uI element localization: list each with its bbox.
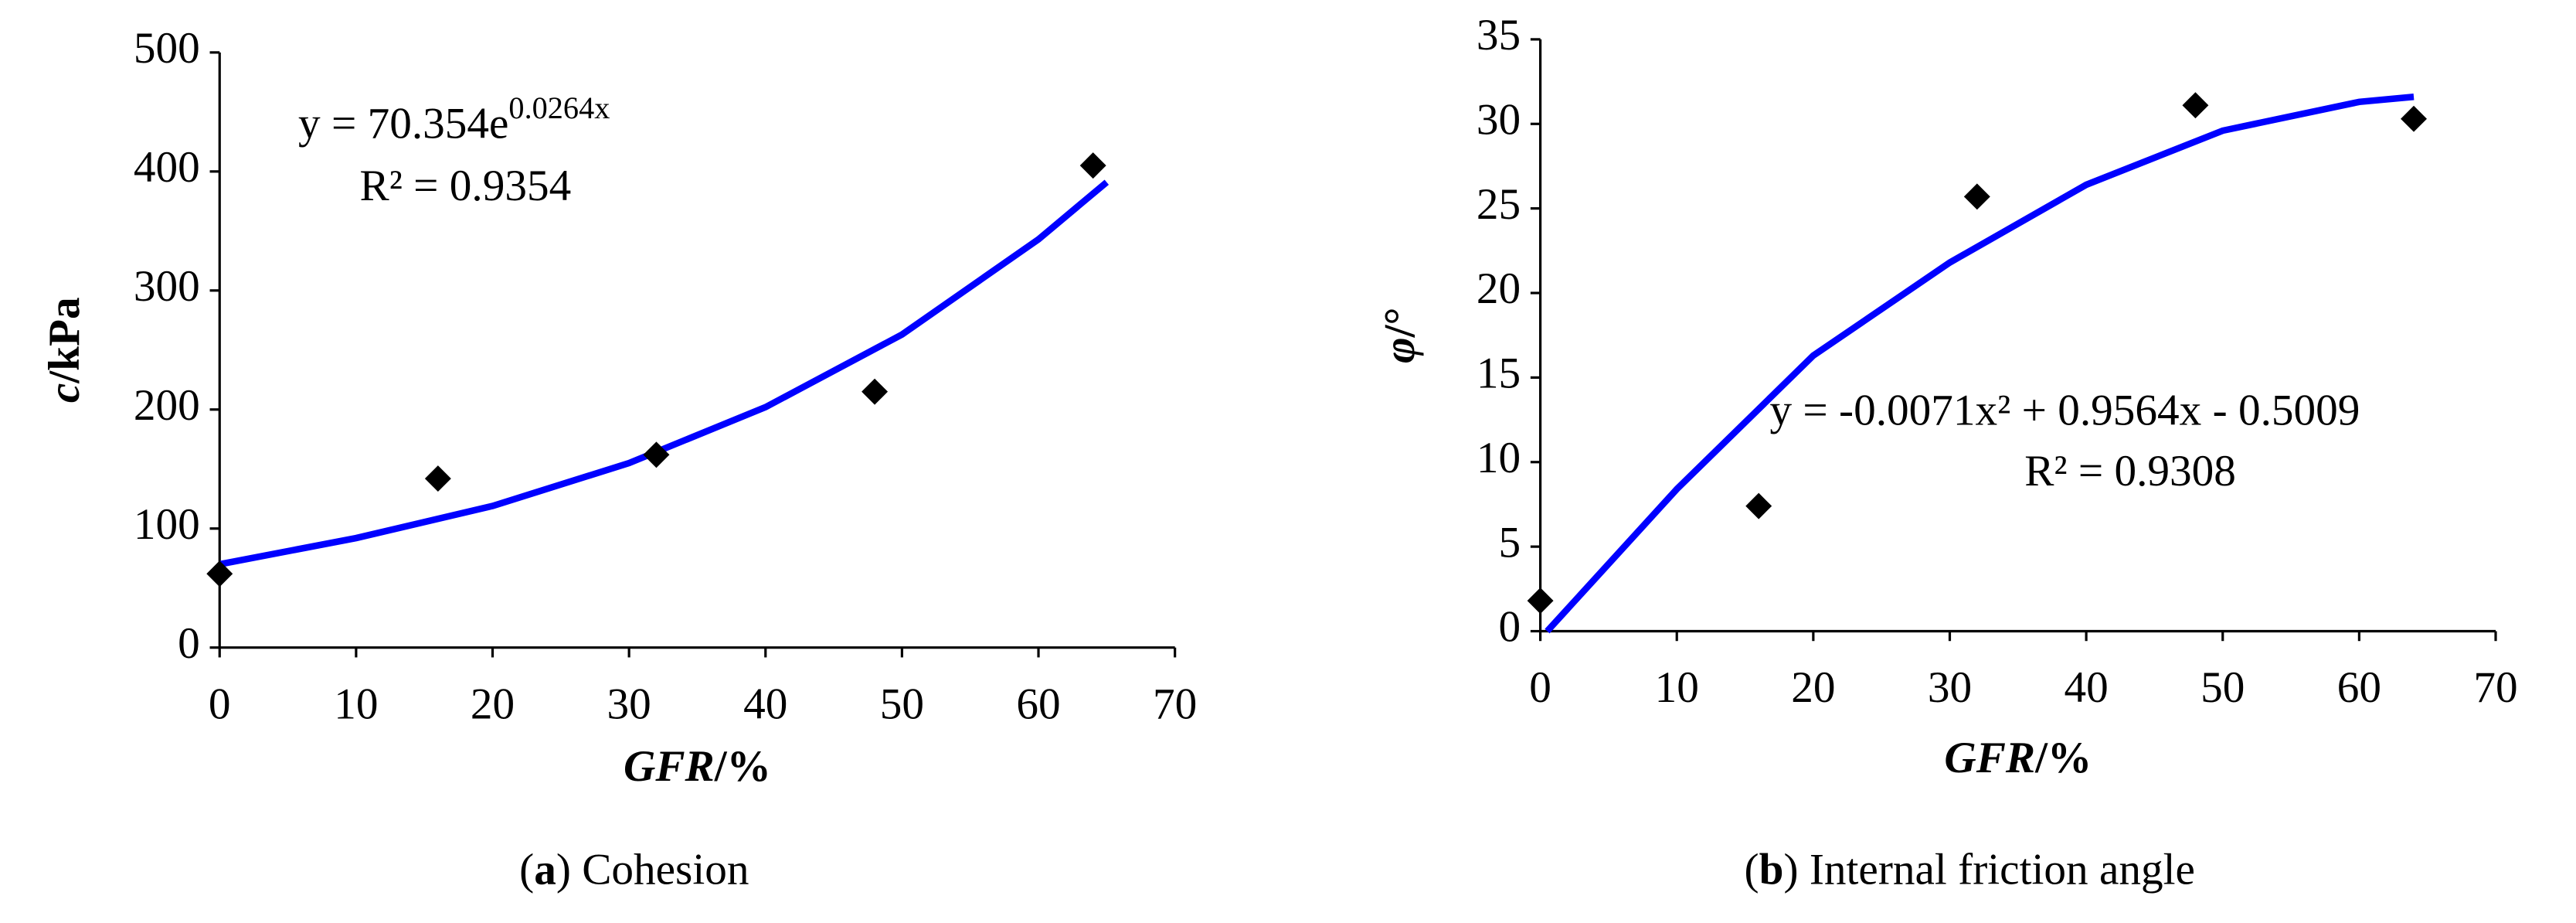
data-point [1527,588,1554,615]
data-point [1079,152,1106,179]
x-label-rest: /% [2034,734,2092,782]
equation-exponent: 0.0264x [508,90,610,125]
y-axis-label: φ/° [1376,308,1425,363]
y-tick-label: 200 [134,381,200,430]
x-label-italic: GFR [624,742,715,791]
x-tick-label: 10 [334,679,378,728]
data-point [424,465,451,492]
caption-part: b [1759,846,1784,894]
y-tick-label: 0 [1499,603,1521,652]
y-axis-label: c/kPa [40,297,89,403]
x-tick-label: 20 [471,679,515,728]
y-tick-label: 500 [134,24,200,73]
x-tick-label: 70 [2473,663,2517,712]
y-tick-label: 35 [1477,11,1521,60]
x-label-rest: /% [714,742,771,791]
data-point [2401,105,2428,132]
x-tick-label: 10 [1655,663,1699,712]
y-tick-label: 30 [1477,95,1521,144]
x-tick-label: 0 [209,679,231,728]
x-axis-label: GFR/% [1944,734,2092,782]
r-squared: R² = 0.9308 [2024,447,2236,496]
data-point [1745,492,1772,519]
y-tick-label: 100 [134,500,200,549]
y-label-rest: /kPa [40,297,89,383]
y-tick-label: 25 [1477,180,1521,229]
equation-base: y = 70.354e [298,100,508,148]
caption-part: a [534,846,556,894]
x-tick-label: 40 [2064,663,2108,712]
caption-part: ( [519,846,534,894]
data-point [2182,92,2209,119]
x-tick-label: 30 [1928,663,1972,712]
y-tick-label: 0 [178,619,200,668]
x-tick-label: 50 [880,679,924,728]
caption-part: ) Cohesion [556,846,749,894]
equation-base: y = -0.0071x² + 0.9564x - 0.5009 [1770,387,2360,435]
trendline [219,179,1110,568]
x-tick-label: 30 [607,679,651,728]
y-label-rest: /° [1376,308,1425,339]
x-tick-label: 60 [1016,679,1060,728]
y-tick-label: 20 [1477,264,1521,313]
caption: (a) Cohesion [519,846,749,894]
x-tick-label: 70 [1153,679,1197,728]
y-label-italic: φ [1376,337,1425,363]
r-squared: R² = 0.9354 [360,162,572,210]
x-tick-label: 20 [1791,663,1835,712]
trend-equation: y = 70.354e0.0264x [298,90,610,148]
x-tick-label: 0 [1529,663,1551,712]
x-tick-label: 50 [2200,663,2245,712]
trend-equation: y = -0.0071x² + 0.9564x - 0.5009 [1770,387,2360,435]
x-label-italic: GFR [1944,734,2035,782]
y-tick-label: 10 [1477,434,1521,482]
x-tick-label: 60 [2337,663,2381,712]
y-tick-label: 5 [1499,518,1521,567]
y-tick-label: 15 [1477,349,1521,398]
x-tick-label: 40 [743,679,787,728]
y-label-italic: c [40,383,89,403]
data-point [861,378,889,405]
data-point [1963,183,1990,210]
trendline [1545,94,2415,634]
y-tick-label: 400 [134,143,200,192]
x-axis-label: GFR/% [624,742,771,791]
caption-part: ) Internal friction angle [1783,846,2195,894]
caption: (b) Internal friction angle [1745,846,2195,894]
y-tick-label: 300 [134,262,200,311]
caption-part: ( [1745,846,1759,894]
